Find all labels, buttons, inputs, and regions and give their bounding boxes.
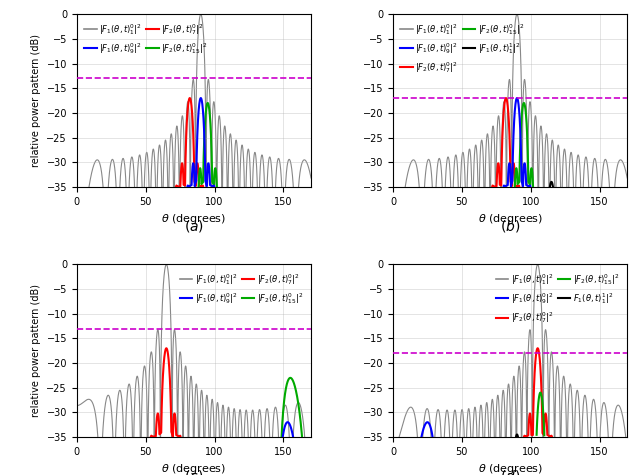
X-axis label: $\theta$ (degrees): $\theta$ (degrees)	[477, 212, 543, 226]
Legend: $|F_1(\theta,t)^0_1|^2$, $|F_1(\theta,t)^0_9|^2$, $|F_2(\theta,t)^0_7|^2$, $|F_2: $|F_1(\theta,t)^0_1|^2$, $|F_1(\theta,t)…	[176, 269, 307, 309]
Legend: $|F_1(\theta,t)^0_1|^2$, $|F_1(\theta,t)^0_9|^2$, $|F_2(\theta,t)^0_7|^2$, $|F_2: $|F_1(\theta,t)^0_1|^2$, $|F_1(\theta,t)…	[397, 19, 528, 78]
Text: $(d)$: $(d)$	[500, 468, 520, 475]
X-axis label: $\theta$ (degrees): $\theta$ (degrees)	[477, 462, 543, 475]
Legend: $|F_1(\theta,t)^0_1|^2$, $|F_1(\theta,t)^0_9|^2$, $|F_2(\theta,t)^0_7|^2$, $|F_2: $|F_1(\theta,t)^0_1|^2$, $|F_1(\theta,t)…	[81, 19, 211, 59]
Y-axis label: relative power pattern (dB): relative power pattern (dB)	[31, 34, 41, 167]
Legend: $|F_1(\theta,t)^0_1|^2$, $|F_1(\theta,t)^0_9|^2$, $|F_2(\theta,t)^0_7|^2$, $|F_2: $|F_1(\theta,t)^0_1|^2$, $|F_1(\theta,t)…	[493, 269, 623, 328]
Text: $(c)$: $(c)$	[184, 468, 204, 475]
X-axis label: $\theta$ (degrees): $\theta$ (degrees)	[161, 212, 227, 226]
Y-axis label: relative power pattern (dB): relative power pattern (dB)	[31, 284, 41, 417]
Text: $(a)$: $(a)$	[184, 218, 204, 234]
Text: $(b)$: $(b)$	[500, 218, 520, 234]
X-axis label: $\theta$ (degrees): $\theta$ (degrees)	[161, 462, 227, 475]
